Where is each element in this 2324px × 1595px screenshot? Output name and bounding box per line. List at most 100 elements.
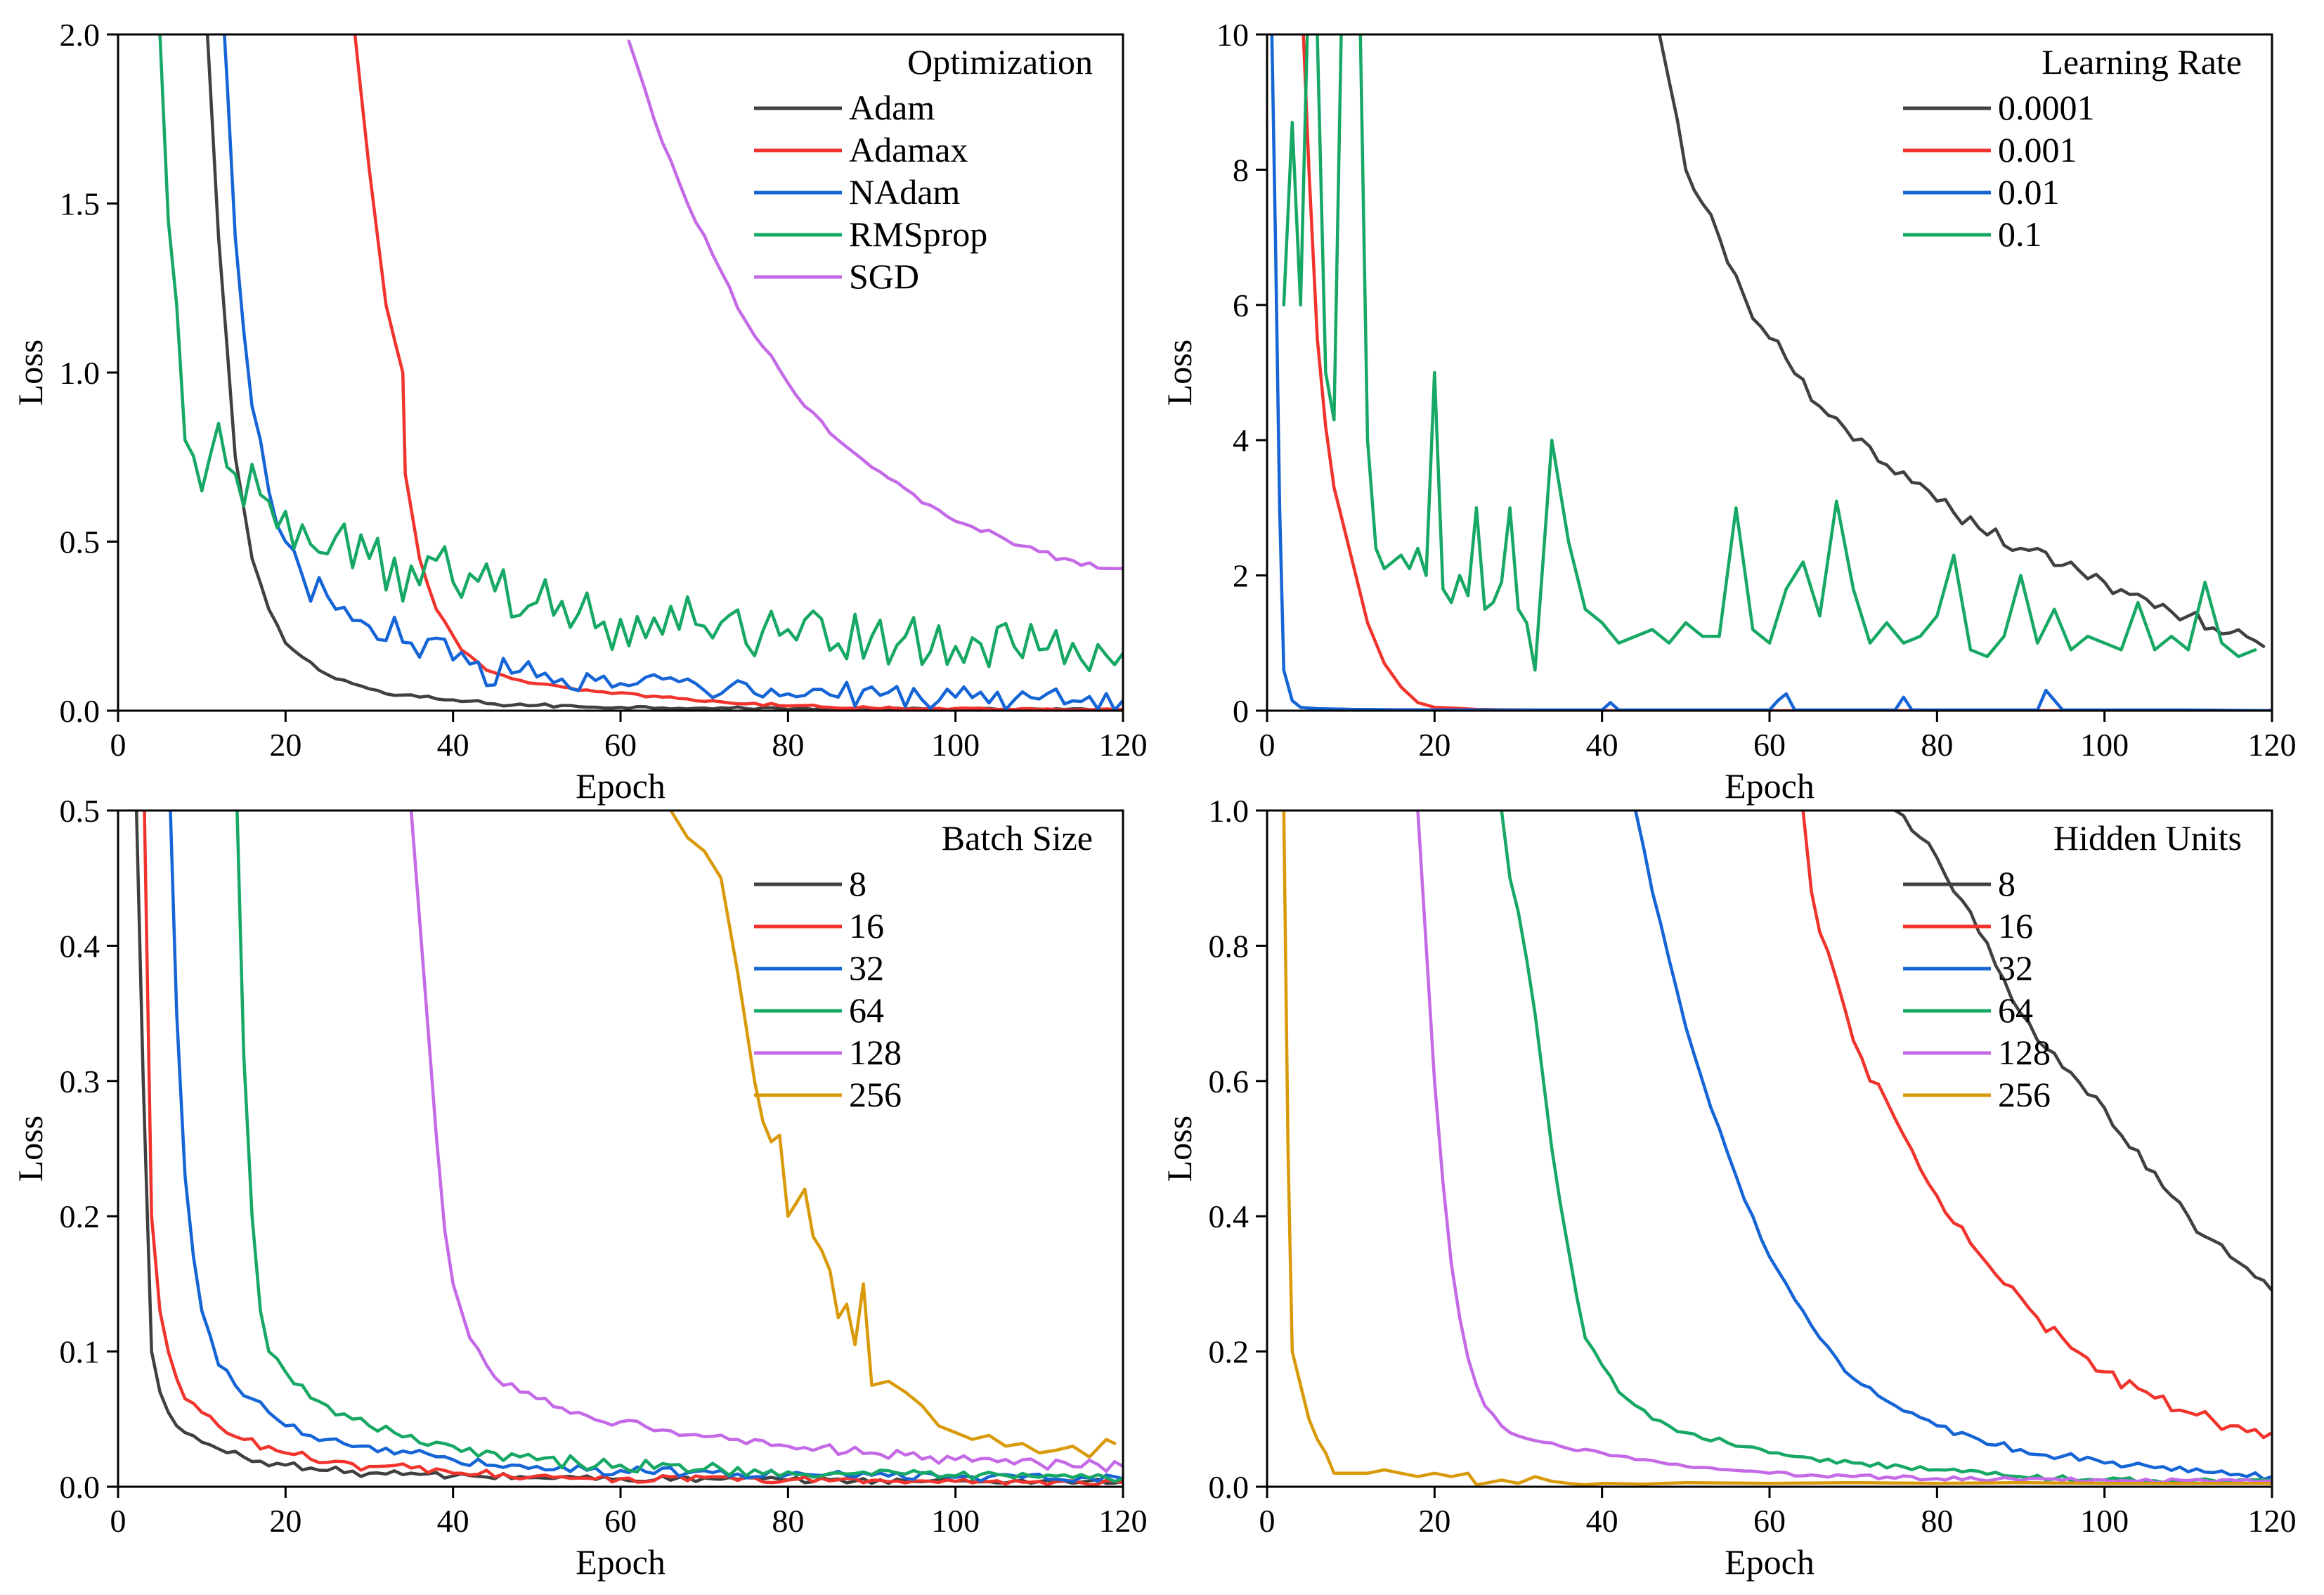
y-tick-label: 1.0	[1209, 793, 1249, 829]
y-tick-label: 1.5	[60, 186, 100, 222]
x-axis-label: Epoch	[1725, 1542, 1815, 1582]
y-tick-label: 0.5	[60, 793, 100, 829]
y-tick-label: 0.2	[60, 1199, 100, 1234]
chart-panel-top-right: 0 20 40 60 80 100 120 0 2 4 6 8 10 Epoch Loss Learning …	[1160, 17, 2297, 806]
y-tick-label: 1.0	[60, 355, 100, 391]
legend-label-nadam: NAdam	[849, 172, 960, 212]
x-tick-label: 120	[2248, 1503, 2297, 1539]
x-axis-label: Epoch	[576, 766, 666, 806]
x-tick-label: 100	[931, 727, 980, 763]
series-line-128	[1416, 811, 2272, 1485]
x-tick-label: 80	[772, 727, 804, 763]
legend-label-0.1: 0.1	[1998, 214, 2042, 254]
x-tick-label: 120	[2248, 727, 2297, 763]
series-group	[158, 34, 1123, 711]
chart-panel-bottom-left: 0 20 40 60 80 100 120 0.0 0.1 0.2 0.3 0.4 0.5 Epoch Lo…	[11, 793, 1148, 1582]
x-tick-label: 100	[2080, 727, 2129, 763]
series-line-64	[235, 811, 1123, 1483]
y-tick-label: 2.0	[60, 17, 100, 53]
legend-title: Learning Rate	[2041, 42, 2242, 82]
x-axis-label: Epoch	[576, 1542, 666, 1582]
x-tick-label: 60	[604, 727, 637, 763]
y-tick-label: 0.3	[60, 1064, 100, 1099]
legend-label-64: 64	[849, 990, 884, 1030]
x-tick-label: 40	[1586, 1503, 1618, 1539]
series-line-sgd	[627, 39, 1123, 571]
x-tick-label: 0	[1259, 727, 1275, 763]
y-axis-label: Loss	[11, 1116, 50, 1182]
legend-label-16: 16	[849, 906, 884, 945]
chart-panel-bottom-right: 0 20 40 60 80 100 120 0.0 0.2 0.4 0.6 0.8 1.0 Epoch Lo…	[1160, 793, 2297, 1582]
x-tick-label: 60	[604, 1503, 637, 1539]
series-line-32	[1634, 811, 2272, 1481]
y-tick-label: 0.5	[60, 524, 100, 560]
x-tick-label: 20	[269, 727, 301, 763]
legend-label-sgd: SGD	[849, 257, 919, 296]
legend-label-128: 128	[849, 1033, 902, 1072]
x-tick-label: 60	[1753, 1503, 1786, 1539]
series-line-0.01	[1270, 34, 2272, 711]
legend-label-0.001: 0.001	[1998, 130, 2077, 169]
y-tick-label: 0.6	[1209, 1064, 1249, 1099]
y-tick-label: 0.4	[1209, 1199, 1249, 1234]
legend-label-adamax: Adamax	[849, 130, 968, 169]
legend-label-adam: Adam	[849, 88, 935, 127]
plot-frame	[1266, 33, 2273, 712]
x-tick-label: 20	[269, 1503, 301, 1539]
legend-label-32: 32	[1998, 948, 2033, 988]
series-line-8	[1893, 811, 2272, 1293]
series-group	[1270, 34, 2272, 711]
series-line-nadam	[223, 34, 1123, 711]
legend-label-64: 64	[1998, 990, 2033, 1030]
y-tick-label: 0.4	[60, 928, 100, 964]
y-tick-label: 8	[1233, 152, 1249, 188]
y-tick-label: 0.1	[60, 1334, 100, 1370]
x-tick-label: 0	[1259, 1503, 1275, 1539]
x-tick-label: 40	[1586, 727, 1618, 763]
series-group	[1282, 811, 2272, 1487]
series-line-256	[1282, 811, 2272, 1487]
x-tick-label: 20	[1418, 1503, 1450, 1539]
legend-label-8: 8	[1998, 864, 2015, 903]
legend-label-8: 8	[849, 864, 866, 903]
y-tick-label: 0	[1233, 693, 1249, 729]
x-axis-label: Epoch	[1725, 766, 1815, 806]
chart-panel-top-left: 0 20 40 60 80 100 120 0.0 0.5 1.0 1.5 2.0 Epoch Loss O…	[11, 17, 1148, 806]
series-line-16	[1801, 811, 2272, 1440]
legend-title: Batch Size	[942, 818, 1093, 858]
x-tick-label: 120	[1099, 1503, 1148, 1539]
series-line-128	[409, 811, 1123, 1473]
x-tick-label: 40	[437, 1503, 469, 1539]
x-tick-label: 80	[1921, 1503, 1953, 1539]
legend-title: Optimization	[907, 42, 1093, 82]
legend-label-0.01: 0.01	[1998, 172, 2060, 212]
legend-label-256: 256	[849, 1075, 902, 1114]
x-tick-label: 20	[1418, 727, 1450, 763]
legend-title: Hidden Units	[2053, 818, 2242, 858]
y-tick-label: 0.8	[1209, 928, 1249, 964]
x-tick-label: 120	[1099, 727, 1148, 763]
x-tick-label: 80	[1921, 727, 1953, 763]
x-tick-label: 0	[110, 1503, 126, 1539]
legend-label-rmsprop: RMSprop	[849, 214, 987, 254]
series-line-0.001	[1301, 34, 2272, 711]
legend-label-128: 128	[1998, 1033, 2051, 1072]
series-line-adam	[205, 34, 1123, 711]
series-line-adamax	[353, 34, 1123, 711]
x-tick-label: 60	[1753, 727, 1786, 763]
y-tick-label: 0.0	[60, 693, 100, 729]
y-tick-label: 6	[1233, 288, 1249, 323]
series-line-rmsprop	[158, 34, 1123, 673]
y-tick-label: 2	[1233, 558, 1249, 594]
series-line-256	[669, 811, 1117, 1459]
y-axis-label: Loss	[11, 340, 50, 406]
y-tick-label: 0.0	[1209, 1469, 1249, 1505]
series-line-32	[169, 811, 1123, 1483]
y-axis-label: Loss	[1160, 340, 1199, 406]
series-line-0.0001	[1658, 34, 2266, 648]
